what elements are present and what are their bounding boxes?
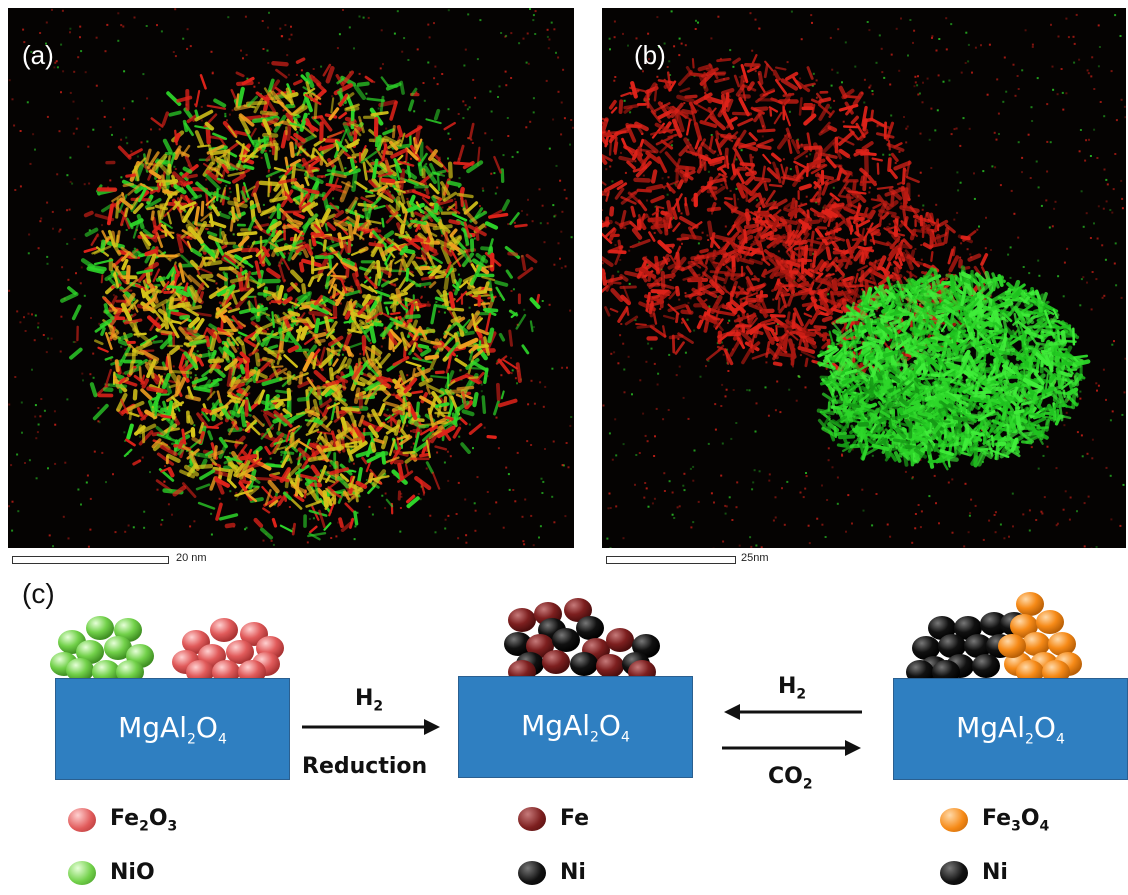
fe-particle [564, 598, 592, 622]
fe-particle [526, 634, 554, 658]
panel-a-scale-text: 20 nm [176, 552, 207, 564]
substrate-left: MgAl2O4 [55, 678, 290, 780]
fe3o4-particle [1022, 632, 1050, 656]
ni-particle [946, 654, 974, 678]
legend-fe2o3: Fe2O3 [68, 806, 177, 834]
arrow1-h2-label: H2 [355, 686, 384, 715]
ni-particle [552, 628, 580, 652]
fe2o3-sphere-icon [68, 808, 96, 833]
ni-particle [538, 618, 566, 642]
ni-sphere-icon [940, 860, 968, 885]
fe-particle [606, 628, 634, 652]
ni-particle [928, 616, 956, 640]
legend-fe2o3-text: Fe2O3 [110, 806, 178, 835]
legend-fe-text: Fe [560, 806, 590, 831]
ni-particle [504, 632, 532, 656]
ni-particle [954, 616, 982, 640]
ni-particle [980, 612, 1008, 636]
legend-fe3o4-text: Fe3O4 [982, 806, 1050, 835]
fe-sphere-icon [518, 806, 546, 831]
panel-a-elemental-map [8, 8, 574, 548]
ni-particle [516, 652, 544, 676]
ni-particle [570, 652, 598, 676]
ni-particle [576, 616, 604, 640]
arrow2-co2-label: CO2 [768, 764, 813, 793]
arrow-reduction [302, 719, 440, 735]
ni-sphere-icon [518, 860, 546, 885]
fe3o4-particle [1016, 592, 1044, 616]
panel-b-image: (b) [602, 8, 1126, 548]
substrate-middle-label: MgAl2O4 [521, 708, 630, 746]
ni-particle [938, 634, 966, 658]
fe3o4-particle [998, 634, 1026, 658]
fe3o4-sphere-icon [940, 808, 968, 833]
fe2o3-particle [210, 618, 238, 642]
fe3o4-particle [1054, 652, 1082, 676]
substrate-left-label: MgAl2O4 [118, 710, 227, 748]
fe-particle [508, 608, 536, 632]
panel-b-scale-text: 25nm [741, 552, 769, 564]
panel-c-label: (c) [22, 578, 55, 609]
fe2o3-particle [252, 652, 280, 676]
nio-particle [50, 652, 78, 676]
ni-particle [632, 634, 660, 658]
panel-b-label: (b) [634, 40, 666, 70]
legend-nio-text: NiO [110, 860, 155, 885]
substrate-middle: MgAl2O4 [458, 676, 693, 778]
ni-particle [1000, 612, 1028, 636]
ni-particle [622, 652, 650, 676]
nio-sphere-icon [68, 860, 96, 885]
panel-b-elemental-map [602, 10, 1126, 548]
ni-particle [972, 654, 1000, 678]
ni-particle [986, 634, 1014, 658]
ni-particle [920, 656, 948, 680]
panel-b-scalebar [606, 556, 736, 564]
fe-particle [582, 638, 610, 662]
legend-nio: NiO [68, 860, 155, 885]
fe3o4-particle [1036, 610, 1064, 634]
nio-particle [76, 640, 104, 664]
legend-ni-middle-text: Ni [560, 860, 586, 885]
ni-particle [912, 636, 940, 660]
arrow1-reduction-label: Reduction [302, 754, 428, 779]
nio-particle [126, 644, 154, 668]
nio-particle [86, 616, 114, 640]
substrate-right-label: MgAl2O4 [956, 710, 1065, 748]
panel-a-image: (a) [8, 8, 574, 548]
legend-fe: Fe [518, 806, 589, 831]
fe2o3-particle [256, 636, 284, 660]
panel-a-scalebar [12, 556, 169, 564]
panel-a-label: (a) [22, 40, 54, 70]
fe2o3-particle [226, 640, 254, 664]
fe-particle [542, 650, 570, 674]
fe-particle [596, 654, 624, 678]
fe2o3-particle [198, 644, 226, 668]
fe3o4-particle [1004, 652, 1032, 676]
nio-particle [58, 630, 86, 654]
fe2o3-particle [172, 650, 200, 674]
substrate-right: MgAl2O4 [893, 678, 1128, 780]
ni-particle [964, 634, 992, 658]
legend-fe3o4: Fe3O4 [940, 806, 1049, 834]
fe2o3-particle [240, 622, 268, 646]
nio-particle [114, 618, 142, 642]
fe3o4-particle [1030, 652, 1058, 676]
arrow-co2-forward [722, 740, 861, 756]
legend-ni-middle: Ni [518, 860, 586, 885]
arrow2-h2-label: H2 [778, 674, 807, 703]
legend-ni-right-text: Ni [982, 860, 1008, 885]
fe3o4-particle [1048, 632, 1076, 656]
nio-particle [104, 636, 132, 660]
arrow-h2-back [724, 704, 862, 720]
legend-ni-right: Ni [940, 860, 1008, 885]
fe2o3-particle [182, 630, 210, 654]
fe3o4-particle [1010, 614, 1038, 638]
fe-particle [534, 602, 562, 626]
